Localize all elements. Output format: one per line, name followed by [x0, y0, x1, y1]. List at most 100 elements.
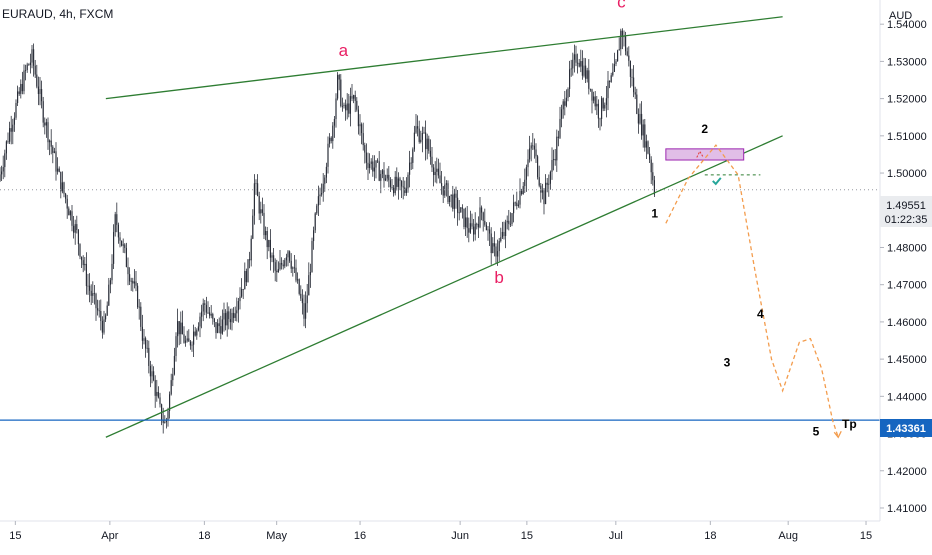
candle-body	[385, 178, 387, 181]
candle	[381, 168, 383, 179]
wave-label-c[interactable]: c	[617, 0, 626, 11]
candle	[477, 216, 479, 238]
candle-body	[493, 243, 495, 247]
candle-body	[599, 118, 601, 120]
candle-body	[202, 303, 204, 312]
candle	[466, 205, 468, 238]
candle-body	[306, 295, 308, 304]
resistance-box[interactable]	[665, 148, 745, 161]
candle	[41, 80, 43, 109]
wave-label-2[interactable]: 2	[701, 122, 708, 136]
candle	[378, 151, 380, 182]
candle-body	[626, 51, 628, 56]
candle	[346, 93, 348, 120]
candle	[49, 139, 51, 156]
candle	[389, 177, 391, 192]
candle-body	[71, 211, 73, 226]
candle	[332, 122, 334, 149]
candle	[124, 243, 126, 254]
wave-label-tp[interactable]: Tp	[842, 417, 857, 431]
wave-label-3[interactable]: 3	[724, 356, 731, 370]
candle-body	[225, 313, 227, 326]
candle	[180, 311, 182, 345]
candle-body	[73, 225, 75, 233]
candle-body	[652, 172, 654, 181]
wave-label-1[interactable]: 1	[651, 207, 658, 221]
candle-body	[293, 267, 295, 269]
wave-label-4[interactable]: 4	[757, 307, 764, 321]
candle	[98, 300, 100, 318]
candle	[141, 314, 143, 349]
candle-body	[457, 197, 459, 213]
candle	[345, 99, 347, 121]
candle	[281, 257, 283, 270]
candle	[484, 208, 486, 227]
candle-body	[68, 208, 70, 216]
candle	[476, 222, 478, 230]
candle-body	[481, 207, 483, 213]
candle	[25, 64, 27, 81]
candle	[26, 62, 28, 73]
candle	[113, 224, 115, 270]
candle	[322, 173, 324, 202]
candle-body	[573, 54, 575, 60]
candle	[149, 360, 151, 388]
candle	[431, 146, 433, 172]
candle	[341, 97, 343, 112]
candle	[319, 187, 321, 205]
candle-body	[551, 160, 553, 172]
projection-path[interactable]	[665, 144, 839, 438]
support-price-tag-bg	[880, 419, 932, 437]
candle-body	[441, 183, 443, 187]
candle-body	[69, 211, 71, 216]
candle	[369, 153, 371, 174]
candle	[581, 50, 583, 80]
candle-body	[335, 98, 337, 120]
candle	[482, 211, 484, 232]
candle	[181, 310, 183, 335]
candle-body	[234, 313, 236, 318]
candle-body	[361, 124, 363, 134]
candle-body	[167, 410, 169, 420]
wave-label-a[interactable]: a	[339, 41, 349, 60]
candle	[109, 277, 111, 294]
candle-body	[172, 374, 174, 381]
candle-body	[633, 77, 635, 93]
candle-body	[237, 301, 239, 311]
candle-body	[325, 166, 327, 178]
candle-body	[281, 262, 283, 265]
candle-body	[242, 289, 244, 290]
wave-label-b[interactable]: b	[494, 268, 503, 287]
candle-body	[466, 217, 468, 229]
candle	[516, 191, 518, 210]
lower-trendline[interactable]	[105, 135, 783, 438]
candle	[265, 226, 267, 241]
candle	[7, 132, 9, 144]
candle-body	[114, 214, 116, 233]
candle-body	[317, 196, 319, 206]
symbol-title[interactable]: EURAUD, 4h, FXCM	[2, 7, 113, 21]
candle	[260, 201, 262, 224]
candle	[626, 47, 628, 57]
candle	[188, 329, 190, 342]
candle-body	[609, 80, 611, 82]
projection-arrowhead	[833, 430, 842, 439]
upper-trendline[interactable]	[105, 16, 783, 100]
candle	[218, 317, 220, 334]
candle-body	[255, 183, 257, 185]
candle	[353, 94, 355, 104]
candle-body	[98, 310, 100, 312]
candle-body	[183, 334, 185, 343]
candle	[12, 118, 14, 145]
candle-body	[209, 312, 211, 316]
candle	[116, 202, 118, 233]
wave-label-5[interactable]: 5	[813, 424, 820, 438]
time-axis[interactable]: 15Apr18May16Jun15Jul18Aug15Sep	[9, 521, 932, 542]
candle-body	[612, 71, 614, 76]
candle-body	[239, 296, 241, 302]
candle	[604, 102, 606, 111]
candle	[129, 267, 131, 286]
